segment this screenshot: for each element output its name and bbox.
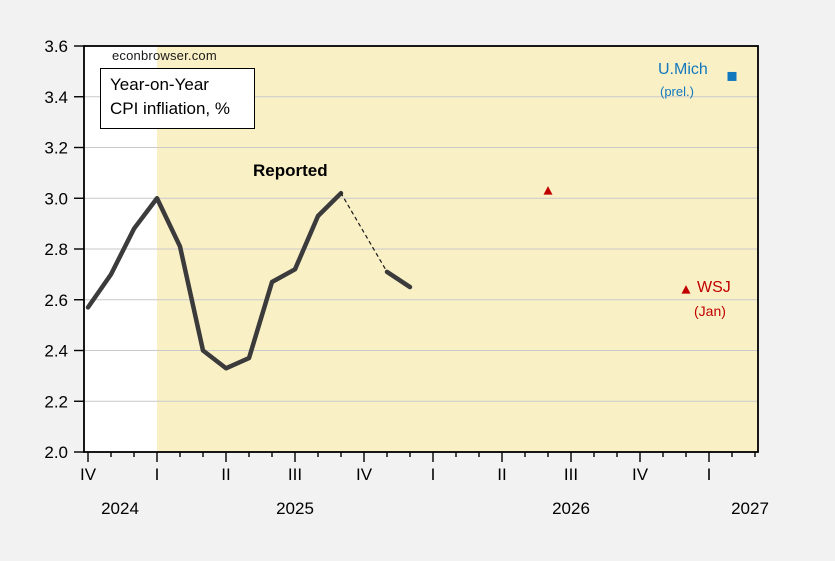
x-axis-quarter-label: IV [80,465,97,484]
x-axis-quarter-label: IV [356,465,373,484]
reported-line [85,190,344,371]
x-axis-quarter-label: I [707,465,712,484]
y-tick-label: 3.4 [44,88,68,107]
x-axis-year-label: 2025 [276,499,314,518]
umich-sub-annotation: (prel.) [660,84,694,99]
x-axis-year-label: 2027 [731,499,769,518]
y-tick-label: 3.6 [44,37,68,56]
wsj-sub-annotation: (Jan) [694,303,726,319]
x-axis-year-label: 2024 [101,499,139,518]
wsj-triangle-marker [543,186,553,195]
y-tick-label: 3.2 [44,139,68,158]
umich-annotation: U.Mich [658,61,708,78]
dashed-connector-line [340,192,388,273]
x-axis-quarter-label: I [155,465,160,484]
legend-box: Year-on-Year CPI infliation, % [100,68,255,129]
y-tick-label: 2.2 [44,392,68,411]
x-axis-quarter-label: II [497,465,506,484]
x-axis-quarter-label: IV [632,465,649,484]
legend-line-1: Year-on-Year [110,75,209,94]
reported-line [384,269,413,290]
x-axis-quarter-label: I [431,465,436,484]
umich-square-marker [727,71,737,81]
legend-line-2: CPI infliation, % [110,99,230,118]
y-tick-label: 3.0 [44,189,68,208]
reported-annotation: Reported [253,161,328,180]
wsj-triangle-marker [681,285,691,294]
x-axis-quarter-label: III [288,465,302,484]
wsj-annotation: WSJ [697,279,731,296]
y-tick-label: 2.6 [44,291,68,310]
y-tick-label: 2.0 [44,443,68,462]
y-tick-label: 2.4 [44,342,68,361]
x-axis-quarter-label: III [564,465,578,484]
x-axis-year-label: 2026 [552,499,590,518]
source-watermark: econbrowser.com [112,48,217,63]
y-tick-label: 2.8 [44,240,68,259]
x-axis-quarter-label: II [221,465,230,484]
